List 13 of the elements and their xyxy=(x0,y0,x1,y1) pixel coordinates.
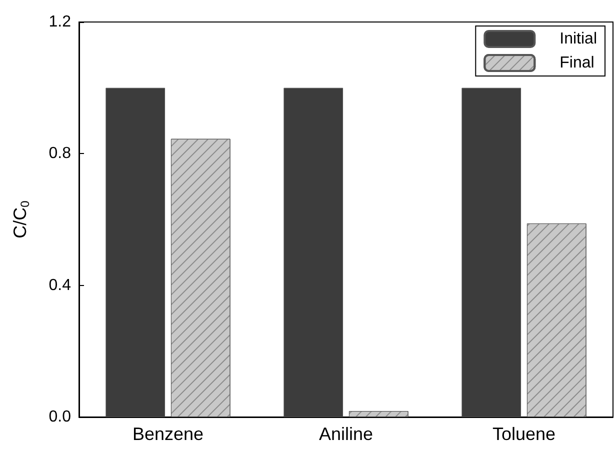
x-tick-label: Aniline xyxy=(318,424,374,444)
legend-label: Final xyxy=(560,54,594,72)
legend-label: Initial xyxy=(560,30,598,48)
y-tick-label: 0.4 xyxy=(48,276,72,294)
y-tick-label: 1.2 xyxy=(48,14,72,30)
y-tick-label: 0.8 xyxy=(48,145,72,162)
bar xyxy=(106,88,166,417)
y-axis-title: C/C0 xyxy=(10,200,32,238)
bar xyxy=(462,88,522,417)
bar xyxy=(284,88,344,417)
x-tick-label: Benzene xyxy=(132,424,204,444)
x-tick-label: Toluene xyxy=(492,424,556,444)
y-tick-label: 0.0 xyxy=(48,408,72,426)
